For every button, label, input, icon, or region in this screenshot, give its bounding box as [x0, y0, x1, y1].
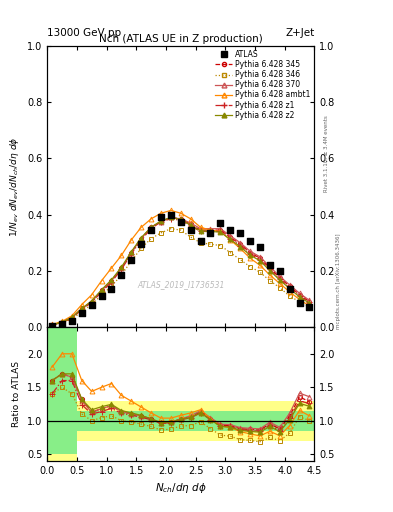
Point [69, 317, 75, 326]
Text: Rivet 3.1.10, ≥ 3.4M events: Rivet 3.1.10, ≥ 3.4M events [324, 115, 329, 192]
Point [59, 320, 65, 328]
Point [217, 219, 224, 227]
Point [138, 240, 144, 248]
Point [158, 214, 164, 222]
Point [208, 229, 214, 237]
Point [277, 267, 283, 275]
Point [257, 243, 263, 251]
Point [306, 303, 312, 311]
Text: ATLAS_2019_I1736531: ATLAS_2019_I1736531 [137, 281, 224, 289]
Point [197, 237, 204, 245]
Point [178, 218, 184, 226]
Point [128, 255, 134, 264]
Point [79, 309, 85, 317]
Point [88, 301, 95, 309]
X-axis label: $N_{ch}/d\eta\ d\phi$: $N_{ch}/d\eta\ d\phi$ [155, 481, 207, 495]
Point [108, 285, 115, 293]
Y-axis label: Ratio to ATLAS: Ratio to ATLAS [12, 361, 21, 427]
Point [247, 237, 253, 245]
Point [99, 292, 105, 300]
Text: mcplots.cern.ch [arXiv:1306.3436]: mcplots.cern.ch [arXiv:1306.3436] [336, 234, 341, 329]
Y-axis label: $1/N_{ev}\ dN_{ev}/dN_{ch}/d\eta\ d\phi$: $1/N_{ev}\ dN_{ev}/dN_{ch}/d\eta\ d\phi$ [8, 136, 21, 237]
Point [227, 226, 233, 234]
Title: Nch (ATLAS UE in Z production): Nch (ATLAS UE in Z production) [99, 34, 263, 44]
Point [286, 285, 293, 293]
Text: 13000 GeV pp: 13000 GeV pp [47, 28, 121, 38]
Point [168, 210, 174, 219]
Point [296, 299, 303, 307]
Point [49, 322, 55, 330]
Point [148, 226, 154, 234]
Point [187, 226, 194, 234]
Point [118, 271, 125, 279]
Point [267, 261, 273, 269]
Point [237, 229, 243, 237]
Legend: ATLAS, Pythia 6.428 345, Pythia 6.428 346, Pythia 6.428 370, Pythia 6.428 ambt1,: ATLAS, Pythia 6.428 345, Pythia 6.428 34… [214, 48, 312, 121]
Text: Z+Jet: Z+Jet [285, 28, 314, 38]
